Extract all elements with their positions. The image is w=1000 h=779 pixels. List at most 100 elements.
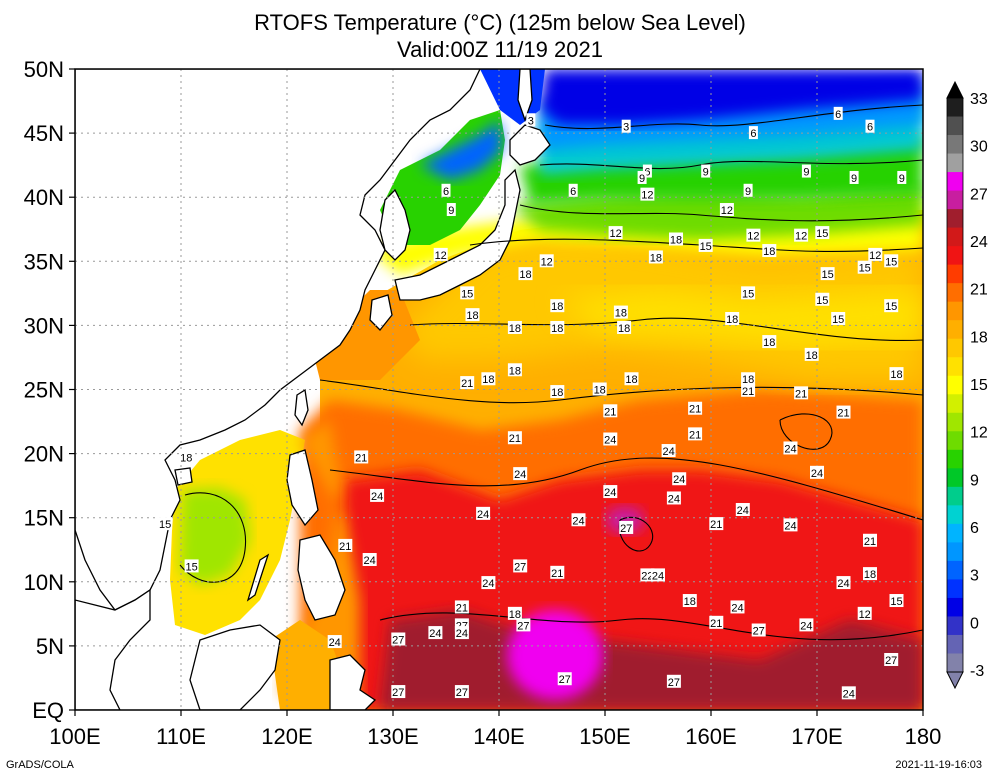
contour-label: 18 [594,385,606,397]
contour-label: 21 [339,541,351,553]
contour-label-box [481,576,496,590]
contour-label-box [362,553,377,567]
contour-label-box [741,286,756,300]
colorbar-swatch [947,320,963,340]
contour-label-box [709,517,724,531]
lon-tick-label: 110E [156,724,206,749]
contour-label-box [682,594,697,608]
contour-label-box [741,372,756,386]
sea-of-japan-cold [420,120,502,180]
isotherm-eddy-1 [618,516,654,552]
contour-label-box [688,401,703,415]
contour-label: 9 [639,173,645,185]
contour-label-box [513,559,528,573]
lat-tick-label: 30N [24,313,64,338]
contour-label-box [481,372,496,386]
contour-label: 6 [570,186,576,198]
contour-label-box [863,533,877,547]
contour-label-box [748,126,758,140]
lon-tick-label: 100E [49,724,100,749]
colorbar-label: 3 [970,568,979,585]
contour-label: 15 [816,295,828,307]
contour-label: 27 [620,523,632,535]
contour-label: 18 [509,365,521,377]
contour-label-box [849,170,859,184]
contour-label: 27 [517,620,529,632]
contour-label: 15 [700,241,712,253]
contour-label: 18 [618,323,630,335]
contour-label: 18 [466,310,478,322]
footer-timestamp: 2021-11-19-16:03 [895,759,982,771]
colorbar-swatch [947,357,963,377]
contour-label-box [454,600,469,614]
contour-label-box [507,431,522,445]
lat-tick-label: EQ [32,698,64,723]
colorbar-swatch [947,560,963,580]
contour-label: 21 [551,568,563,580]
contour-label-box [640,568,655,582]
contour-label: 6 [443,186,449,198]
colorbar-label: 21 [970,282,988,299]
contour-label-box [454,685,469,699]
contour-label: 15 [832,314,844,326]
contour-label-box [476,506,491,520]
contour-label: 18 [615,308,627,320]
contour-label: 12 [869,250,881,262]
footer-software: GrADS/COLA [6,759,74,771]
colorbar-label: 30 [970,139,988,156]
map-gridlines [75,69,923,710]
contour-label-box [889,367,904,381]
contour-label-box [454,626,469,640]
sulawesi-sea [270,620,345,710]
map-subtitle: Valid:00Z 11/19 2021 [397,37,603,62]
contour-label: 18 [519,269,531,281]
contour-label-box [354,450,369,464]
contour-label: 15 [742,288,754,300]
hot-pool-magenta [507,610,603,700]
contour-label: 24 [482,578,494,590]
contour-label-box [698,238,713,252]
contour-label-box [550,299,565,313]
contour-label-box [701,164,711,178]
colorbar-swatch [947,486,963,506]
lat-tick-label: 15N [24,506,64,531]
colorbar-swatch [947,579,963,599]
contour-label-box [820,267,835,281]
luzon [286,449,319,527]
contour-label: 9 [851,173,857,185]
colorbar-swatch [947,338,963,358]
lat-tick-label: 50N [24,57,64,82]
contour-label: 3 [528,115,534,127]
contour-label-box [460,376,475,390]
contour-label: 24 [843,688,855,700]
subtropical-yellow [560,290,923,345]
contour-label: 24 [800,620,812,632]
contour-label: 27 [559,674,571,686]
isotherm-contours [179,104,923,641]
contour-label: 24 [477,509,489,521]
contour-label: 21 [742,386,754,398]
colorbar-swatch [947,283,963,303]
contour-label: 15 [159,519,171,531]
contour-label-box [661,444,676,458]
asia-mainland [75,69,481,611]
contour-label-box [603,432,618,446]
lon-tick-label: 170E [791,724,842,749]
colorbar-label: 9 [970,472,979,489]
colorbar-swatch [947,653,963,673]
colorbar-swatch [947,246,963,266]
contour-label-box [669,232,684,246]
colorbar-label: -3 [970,663,984,680]
colorbar-swatch [947,227,963,247]
contour-label-box [666,674,681,688]
contour-label-box [666,491,681,505]
contour-label-box [568,183,578,197]
contour-label-box [539,254,554,268]
contour-label-box [804,347,819,361]
colorbar-swatch [947,172,963,192]
contour-label-box [672,472,687,486]
contour-label: 15 [885,256,897,268]
colorbar-swatch [947,634,963,654]
contour-label-box [815,226,830,240]
